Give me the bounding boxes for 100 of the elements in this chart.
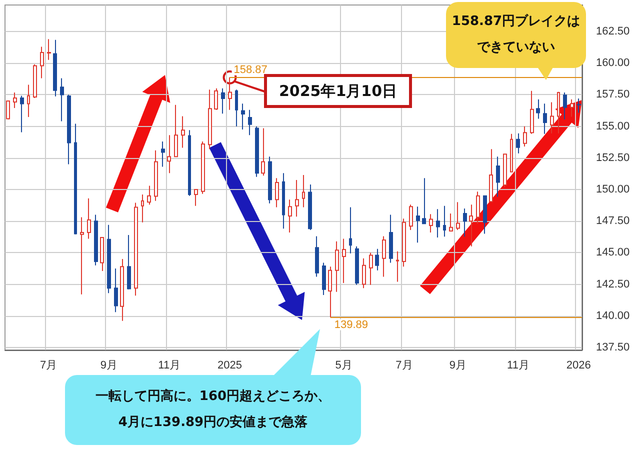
candlestick <box>201 140 205 194</box>
candlestick <box>13 92 17 108</box>
x-tick-label: 7月 <box>40 360 58 372</box>
candlestick <box>362 258 366 289</box>
x-tick-label: 11月 <box>158 360 181 372</box>
candlestick <box>214 88 218 110</box>
x-tick-label: 9月 <box>449 360 466 372</box>
candlestick <box>503 154 507 188</box>
candlestick <box>221 88 225 114</box>
y-tick-label: 140.00 <box>596 310 630 322</box>
candlestick <box>53 39 57 97</box>
candlestick <box>315 236 319 278</box>
candlestick <box>87 198 91 240</box>
candlestick <box>248 109 252 136</box>
candlestick <box>100 237 104 272</box>
candlestick <box>67 94 71 165</box>
candlestick <box>449 213 453 232</box>
y-tick-label: 142.50 <box>596 278 630 290</box>
candlestick <box>557 91 560 134</box>
candlestick <box>402 218 406 268</box>
y-tick-label: 147.50 <box>596 215 630 228</box>
candlestick <box>60 78 64 122</box>
candlestick <box>288 199 292 233</box>
candlestick <box>322 262 326 296</box>
candlestick <box>275 178 279 208</box>
candlestick <box>302 174 305 208</box>
candlestick <box>496 156 500 198</box>
y-tick-label: 152.50 <box>596 152 630 164</box>
candlestick <box>342 238 346 284</box>
candlestick <box>308 184 312 230</box>
candlestick <box>536 98 540 120</box>
y-tick-label: 157.50 <box>596 88 630 101</box>
candlestick <box>161 140 165 168</box>
ref-line-label: 139.89 <box>334 318 368 331</box>
candlestick <box>120 258 124 322</box>
text: 一転して円高に。160円超えどころか、4月に139.89円の安値まで急落 <box>65 375 361 445</box>
candlestick <box>429 214 433 233</box>
candlestick <box>282 172 285 230</box>
candlestick <box>416 206 420 244</box>
candlestick <box>255 126 259 178</box>
candlestick <box>489 148 493 202</box>
x-tick-label: 5月 <box>335 360 352 372</box>
candlestick <box>40 46 44 79</box>
candlestick <box>328 266 332 318</box>
candlestick <box>443 205 446 238</box>
candlestick <box>154 150 158 202</box>
candlestick <box>463 208 467 238</box>
candlestick <box>268 156 272 204</box>
candlestick <box>295 180 299 218</box>
candlestick <box>188 130 191 196</box>
candlestick <box>396 250 399 282</box>
candlestick <box>235 89 238 127</box>
candlestick <box>389 214 393 264</box>
candlestick <box>47 38 51 60</box>
candlestick <box>543 103 547 134</box>
candlestick <box>422 178 426 224</box>
ref-line-label: 158.87 <box>234 64 268 76</box>
candlestick <box>375 248 379 271</box>
y-tick-label: 160.00 <box>596 57 630 70</box>
candlestick <box>181 116 185 148</box>
candlestick <box>80 216 84 295</box>
candlestick <box>261 128 265 176</box>
candlestick <box>530 90 534 134</box>
candlestick <box>20 95 24 133</box>
candlestick <box>510 133 513 172</box>
candlestick <box>469 204 473 247</box>
candlestick <box>174 104 178 158</box>
candlestick <box>241 103 245 130</box>
candlestick <box>563 92 567 120</box>
annotation: 158.87円ブレイクはできていない <box>446 2 586 68</box>
y-tick-label: 162.50 <box>596 26 630 38</box>
candlestick <box>550 102 554 134</box>
candlestick <box>208 89 212 150</box>
candlestick <box>134 202 138 296</box>
candlestick <box>167 134 171 174</box>
candlestick <box>349 206 352 254</box>
candlestick <box>456 202 460 230</box>
candlestick <box>127 234 131 290</box>
candlestick <box>577 98 581 114</box>
candlestick <box>369 252 373 286</box>
candlestick <box>27 84 30 118</box>
candlestick <box>107 224 111 294</box>
candlestick <box>570 98 574 118</box>
candlestick <box>74 123 77 235</box>
candlestick <box>94 214 98 266</box>
y-tick-label: 155.00 <box>596 120 630 132</box>
candlestick <box>228 76 232 110</box>
candlestick <box>6 100 10 120</box>
candlestick <box>409 204 413 230</box>
candlestick <box>355 246 359 286</box>
candlestick <box>483 195 487 234</box>
annotation: 2025年1月10日 <box>264 74 412 108</box>
y-tick-label: 145.00 <box>596 246 630 259</box>
candlestick <box>436 208 440 238</box>
y-tick-label: 150.00 <box>596 184 630 196</box>
candlestick <box>523 126 527 148</box>
x-tick-label: 7月 <box>396 360 413 372</box>
candlestick <box>114 268 118 313</box>
y-tick-label: 137.50 <box>596 341 630 354</box>
x-tick-label: 11月 <box>507 360 530 372</box>
